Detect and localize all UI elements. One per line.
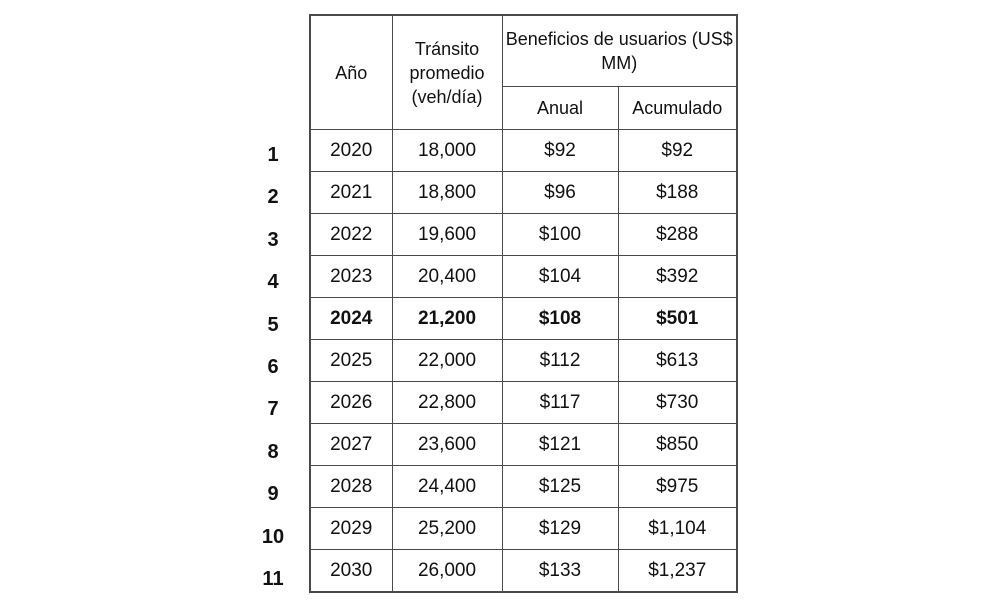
cell-annual-benefit: $92 <box>501 129 619 172</box>
cell-year: 2022 <box>309 213 393 256</box>
cell-annual-benefit: $100 <box>501 213 619 256</box>
cell-year: 2028 <box>309 465 393 508</box>
table-row: 2026 22,800 $117 $730 <box>309 381 738 424</box>
row-index-label: 3 <box>267 228 279 251</box>
cell-cumulative-benefit: $92 <box>617 129 738 172</box>
cell-cumulative-benefit: $501 <box>617 297 738 340</box>
cell-average-traffic: 23,600 <box>391 423 503 466</box>
row-index-label: 4 <box>267 271 279 294</box>
header-annual: Anual <box>501 86 619 130</box>
cell-year: 2025 <box>309 339 393 382</box>
cell-year: 2027 <box>309 423 393 466</box>
cell-cumulative-benefit: $975 <box>617 465 738 508</box>
cell-year: 2026 <box>309 381 393 424</box>
table-row: 2029 25,200 $129 $1,104 <box>309 507 738 550</box>
row-index-label: 11 <box>262 568 284 590</box>
cell-annual-benefit: $112 <box>501 339 619 382</box>
cell-average-traffic: 26,000 <box>391 549 503 593</box>
cell-year: 2024 <box>309 297 393 340</box>
cell-average-traffic: 20,400 <box>391 255 503 298</box>
table-row: 2028 24,400 $125 $975 <box>309 465 738 508</box>
row-index-label: 6 <box>267 356 279 378</box>
cell-cumulative-benefit: $288 <box>617 213 738 256</box>
row-index-label: 7 <box>267 398 279 421</box>
cell-cumulative-benefit: $1,104 <box>617 507 738 550</box>
cell-cumulative-benefit: $188 <box>617 171 738 214</box>
cell-annual-benefit: $129 <box>501 507 619 550</box>
row-index-label: 10 <box>261 525 285 548</box>
table-row: 2027 23,600 $121 $850 <box>309 423 738 466</box>
table-body: 2020 18,000 $92 $92 2021 18,800 $96 $188 2022 19,… <box>309 129 738 593</box>
table-row: 2022 19,600 $100 $288 <box>309 213 738 256</box>
cell-annual-benefit: $117 <box>501 381 619 424</box>
table-row: 2020 18,000 $92 $92 <box>309 129 738 172</box>
cell-cumulative-benefit: $850 <box>617 423 738 466</box>
cell-average-traffic: 21,200 <box>391 297 503 340</box>
cell-cumulative-benefit: $1,237 <box>617 549 738 593</box>
table-row: 2030 26,000 $133 $1,237 <box>309 549 738 593</box>
header-cumulative: Acumulado <box>617 86 738 130</box>
cell-year: 2029 <box>309 507 393 550</box>
cell-average-traffic: 18,000 <box>391 129 503 172</box>
row-index-label: 1 <box>267 144 279 166</box>
cell-year: 2023 <box>309 255 393 298</box>
cell-annual-benefit: $125 <box>501 465 619 508</box>
cell-cumulative-benefit: $730 <box>617 381 738 424</box>
header-year: Año <box>309 14 393 130</box>
header-user-benefits: Beneficios de usuarios (US$ MM) <box>501 14 738 87</box>
cell-annual-benefit: $133 <box>501 549 619 593</box>
cell-cumulative-benefit: $392 <box>617 255 738 298</box>
header-average-traffic: Tránsito promedio (veh/día) <box>391 14 503 130</box>
cell-annual-benefit: $96 <box>501 171 619 214</box>
cell-annual-benefit: $108 <box>501 297 619 340</box>
cell-average-traffic: 19,600 <box>391 213 503 256</box>
row-index-label: 9 <box>267 483 279 506</box>
cell-average-traffic: 25,200 <box>391 507 503 550</box>
cell-average-traffic: 22,000 <box>391 339 503 382</box>
cell-cumulative-benefit: $613 <box>617 339 738 382</box>
cell-average-traffic: 24,400 <box>391 465 503 508</box>
row-index-label: 5 <box>267 313 279 336</box>
cell-year: 2030 <box>309 549 393 593</box>
cell-annual-benefit: $121 <box>501 423 619 466</box>
row-index-label: 2 <box>267 186 279 209</box>
table-row: 2024 21,200 $108 $501 <box>309 297 738 340</box>
user-benefits-table: Año Tránsito promedio (veh/día) Benefici… <box>309 14 739 593</box>
table-row: 2025 22,000 $112 $613 <box>309 339 738 382</box>
cell-average-traffic: 18,800 <box>391 171 503 214</box>
table-row: 2023 20,400 $104 $392 <box>309 255 738 298</box>
cell-year: 2021 <box>309 171 393 214</box>
table-row: 2021 18,800 $96 $188 <box>309 171 738 214</box>
cell-year: 2020 <box>309 129 393 172</box>
cell-annual-benefit: $104 <box>501 255 619 298</box>
row-index-label: 8 <box>267 440 279 463</box>
cell-average-traffic: 22,800 <box>391 381 503 424</box>
